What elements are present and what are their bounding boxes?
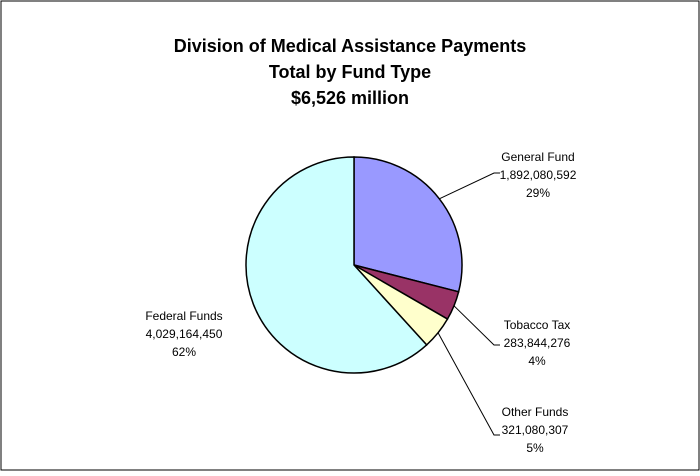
leader-line-general-fund — [439, 172, 500, 200]
pie-slice-general-fund — [353, 156, 463, 293]
slice-label-value: 283,844,276 — [504, 336, 571, 350]
slice-label-percent: 29% — [526, 186, 550, 200]
slice-label-value: 1,892,080,592 — [500, 168, 577, 182]
slice-label-value: 321,080,307 — [502, 423, 569, 437]
chart-title-line-1: Division of Medical Assistance Payments — [174, 36, 526, 56]
pie-slices — [245, 156, 463, 374]
chart-title-line-3: $6,526 million — [291, 88, 409, 108]
slice-label-name: Other Funds — [502, 405, 569, 419]
slice-label-percent: 4% — [528, 354, 546, 368]
chart-title-line-2: Total by Fund Type — [269, 62, 431, 82]
slice-label-federal-funds: Federal Funds 4,029,164,450 62% — [145, 309, 222, 359]
pie-slice-federal-funds — [245, 156, 428, 374]
slice-label-other-funds: Other Funds 321,080,307 5% — [502, 405, 569, 455]
slice-label-percent: 5% — [526, 441, 544, 455]
slice-label-name: General Fund — [501, 150, 574, 164]
slice-label-name: Federal Funds — [145, 309, 222, 323]
slice-label-general-fund: General Fund 1,892,080,592 29% — [500, 150, 577, 200]
leader-line-tobacco-tax — [453, 305, 500, 346]
leader-line-other-funds — [437, 332, 500, 436]
slice-label-value: 4,029,164,450 — [146, 327, 223, 341]
slice-label-percent: 62% — [172, 345, 196, 359]
leader-lines — [437, 172, 500, 436]
slice-label-name: Tobacco Tax — [504, 318, 571, 332]
slice-label-tobacco-tax: Tobacco Tax 283,844,276 4% — [504, 318, 571, 368]
